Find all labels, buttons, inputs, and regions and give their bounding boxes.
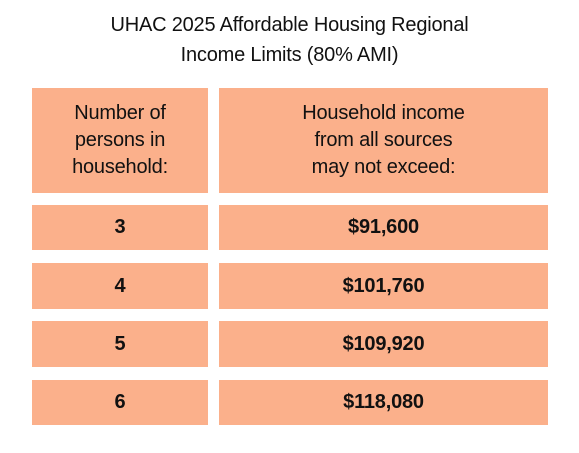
header-income-line-1: Household income [302, 102, 465, 124]
title-line-1: UHAC 2025 Affordable Housing Regional [110, 14, 469, 36]
title-line-2: Income Limits (80% AMI) [180, 44, 399, 66]
persons-cell: 4 [32, 263, 208, 309]
header-persons-line-3: household: [72, 156, 168, 178]
persons-cell: 5 [32, 321, 208, 367]
header-persons-cell: Number of persons in household: [32, 88, 208, 193]
header-income-cell: Household income from all sources may no… [219, 88, 548, 193]
header-income-line-3: may not exceed: [311, 156, 456, 178]
persons-cell: 3 [32, 205, 208, 250]
income-limit-cell: $109,920 [219, 321, 548, 367]
header-persons-line-2: persons in [74, 129, 166, 151]
income-limit-cell: $91,600 [219, 205, 548, 250]
header-income-line-2: from all sources [314, 129, 453, 151]
income-limit-cell: $118,080 [219, 380, 548, 425]
page-title: UHAC 2025 Affordable Housing Regional In… [0, 10, 579, 70]
persons-cell: 6 [32, 380, 208, 425]
income-limit-cell: $101,760 [219, 263, 548, 309]
header-persons-line-1: Number of [74, 102, 166, 124]
